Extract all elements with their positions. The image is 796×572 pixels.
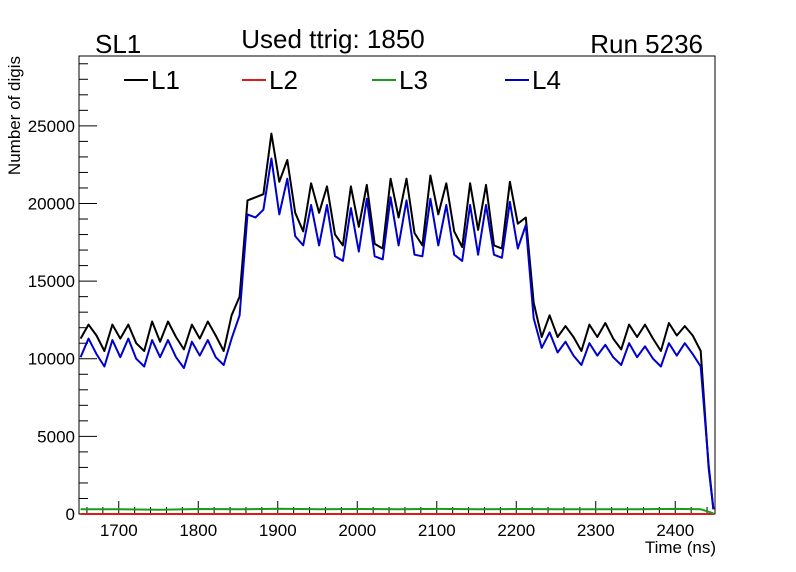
header-left: SL1 xyxy=(95,29,141,59)
x-tick-label: 2300 xyxy=(577,521,615,540)
series-l4-line xyxy=(79,157,715,510)
x-tick-label: 2200 xyxy=(497,521,535,540)
legend: L1 L2 L3 L4 xyxy=(124,65,561,95)
series-layer xyxy=(79,132,715,515)
y-tick-label: 0 xyxy=(66,505,75,524)
y-tick-label: 20000 xyxy=(28,194,75,213)
legend-item-l3: L3 xyxy=(372,65,428,95)
x-tick-label: 2000 xyxy=(338,521,376,540)
legend-item-l4: L4 xyxy=(505,65,561,95)
legend-label: L1 xyxy=(151,65,180,95)
legend-item-l1: L1 xyxy=(124,65,180,95)
header-center: Used ttrig: 1850 xyxy=(241,24,425,54)
plot-frame xyxy=(78,55,716,515)
header-right: Run 5236 xyxy=(590,29,703,59)
legend-item-l2: L2 xyxy=(242,65,298,95)
legend-label: L2 xyxy=(269,65,298,95)
x-axis-label: Time (ns) xyxy=(645,538,716,557)
axes: 1700 1800 1900 2000 2100 2200 2300 2400 0 5000 100… xyxy=(28,63,708,540)
x-tick-label: 1900 xyxy=(259,521,297,540)
series-l1-line xyxy=(79,132,715,510)
x-tick-label: 1800 xyxy=(179,521,217,540)
x-tick-label: 1700 xyxy=(100,521,138,540)
x-tick-label: 2400 xyxy=(656,521,694,540)
y-tick-label: 5000 xyxy=(37,427,75,446)
y-tick-label: 15000 xyxy=(28,272,75,291)
legend-label: L3 xyxy=(399,65,428,95)
series-l3-line xyxy=(80,507,714,515)
y-axis-label: Number of digis xyxy=(5,56,24,175)
x-tick-label: 2100 xyxy=(418,521,456,540)
legend-label: L4 xyxy=(532,65,561,95)
y-tick-label: 25000 xyxy=(28,117,75,136)
y-tick-label: 10000 xyxy=(28,350,75,369)
